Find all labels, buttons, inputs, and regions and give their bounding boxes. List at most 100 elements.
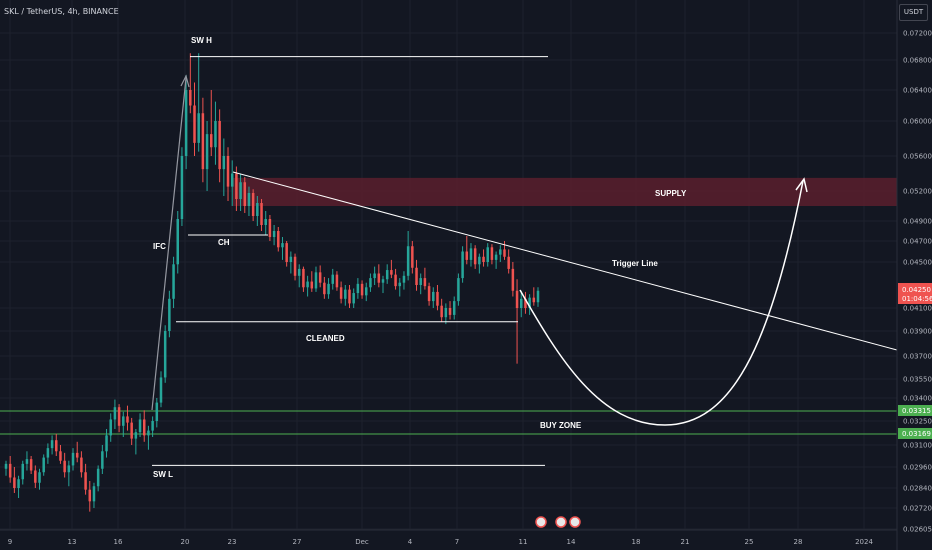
candle (411, 241, 414, 274)
candle (55, 433, 58, 456)
candle (180, 147, 184, 226)
candle (289, 251, 293, 274)
candle (452, 296, 456, 320)
candle (67, 460, 71, 487)
y-tick-label: 0.06800 (903, 57, 932, 65)
price-axis[interactable]: 0.07200 0.06800 0.06400 0.06000 0.05600 0.052… (896, 0, 932, 550)
candle (80, 451, 83, 478)
swing-low-label: SW L (153, 470, 173, 479)
candle (448, 301, 452, 320)
candle (17, 475, 20, 498)
candle (75, 441, 79, 463)
candles (4, 53, 540, 512)
last-price-badge (898, 283, 932, 304)
candle (314, 266, 318, 292)
candle (109, 413, 112, 442)
candle (50, 435, 54, 455)
candle (302, 266, 305, 292)
candle (210, 90, 213, 156)
swing-high-label: SW H (191, 36, 212, 45)
candle (264, 211, 267, 235)
x-tick-label: Dec (355, 538, 369, 546)
candle (427, 282, 431, 306)
candle (482, 249, 485, 267)
candle (356, 278, 360, 299)
candle (373, 266, 376, 285)
y-tick-label: 0.04900 (903, 218, 932, 226)
time-axis[interactable]: 9 13 16 20 23 27 Dec 4 7 11 14 18 21 25 28 2024 (0, 529, 897, 546)
x-tick-label: 23 (228, 538, 237, 546)
candle (348, 285, 351, 308)
y-tick-label: 0.02605 (903, 526, 932, 534)
projection-curve (519, 180, 804, 426)
candle (113, 399, 117, 429)
y-tick-label: 0.02840 (903, 485, 932, 493)
candle (92, 482, 96, 508)
candle (335, 271, 339, 291)
candle (256, 196, 259, 226)
candle (339, 281, 343, 304)
candle (419, 273, 422, 295)
candle (272, 225, 276, 246)
candle (528, 294, 531, 315)
candle (59, 445, 62, 464)
candle (444, 303, 448, 325)
candle (130, 417, 133, 445)
candle (117, 404, 121, 433)
x-tick-label: 14 (567, 538, 576, 546)
x-tick-label: 16 (114, 538, 123, 546)
event-icon[interactable] (535, 516, 547, 528)
x-tick-label: 18 (632, 538, 641, 546)
candle (101, 445, 104, 474)
event-icons[interactable] (535, 516, 581, 528)
candle (318, 265, 322, 288)
candle (168, 290, 171, 338)
price-badges: 0.04250 01:04:56 0.03315 0.03169 (898, 283, 932, 439)
candle (536, 287, 540, 307)
y-tick-label: 0.03700 (903, 353, 932, 361)
candle (277, 227, 280, 252)
candle (461, 246, 464, 283)
currency-button[interactable]: USDT (899, 4, 928, 21)
candle (155, 398, 159, 428)
candle (63, 452, 66, 478)
candle (381, 275, 385, 294)
candle (134, 429, 138, 455)
candle (13, 467, 16, 493)
buy-zone-bottom-price: 0.03169 (902, 430, 931, 438)
trigger-line-label: Trigger Line (612, 259, 658, 268)
candle (38, 468, 41, 490)
candle (226, 147, 230, 201)
impulse-arrow (151, 77, 187, 411)
event-icon[interactable] (569, 516, 581, 528)
candle (193, 82, 196, 156)
supply-label: SUPPLY (655, 189, 687, 198)
candle (222, 138, 226, 196)
candle (239, 173, 242, 211)
candle (8, 456, 12, 483)
x-tick-label: 4 (408, 538, 413, 546)
y-tick-label: 0.03100 (903, 442, 932, 450)
candle (432, 287, 435, 308)
candle (159, 371, 163, 408)
candle (46, 443, 50, 464)
candle (327, 278, 330, 299)
symbol-title[interactable]: SKL / TetherUS, 4h, BINANCE (4, 7, 119, 16)
projection-arrow-head (795, 177, 808, 193)
candle (29, 456, 33, 474)
candle (243, 177, 247, 213)
candle (201, 97, 205, 183)
candle (494, 251, 498, 269)
trigger-line (232, 171, 898, 351)
candle (281, 237, 284, 260)
ifc-label: IFC (153, 242, 166, 251)
impulse-arrow-head (180, 74, 190, 88)
candle (138, 413, 142, 437)
candle (197, 53, 200, 152)
candle (503, 241, 506, 260)
y-tick-label: 0.05200 (903, 188, 932, 196)
event-icon[interactable] (555, 516, 567, 528)
candle (406, 231, 410, 281)
